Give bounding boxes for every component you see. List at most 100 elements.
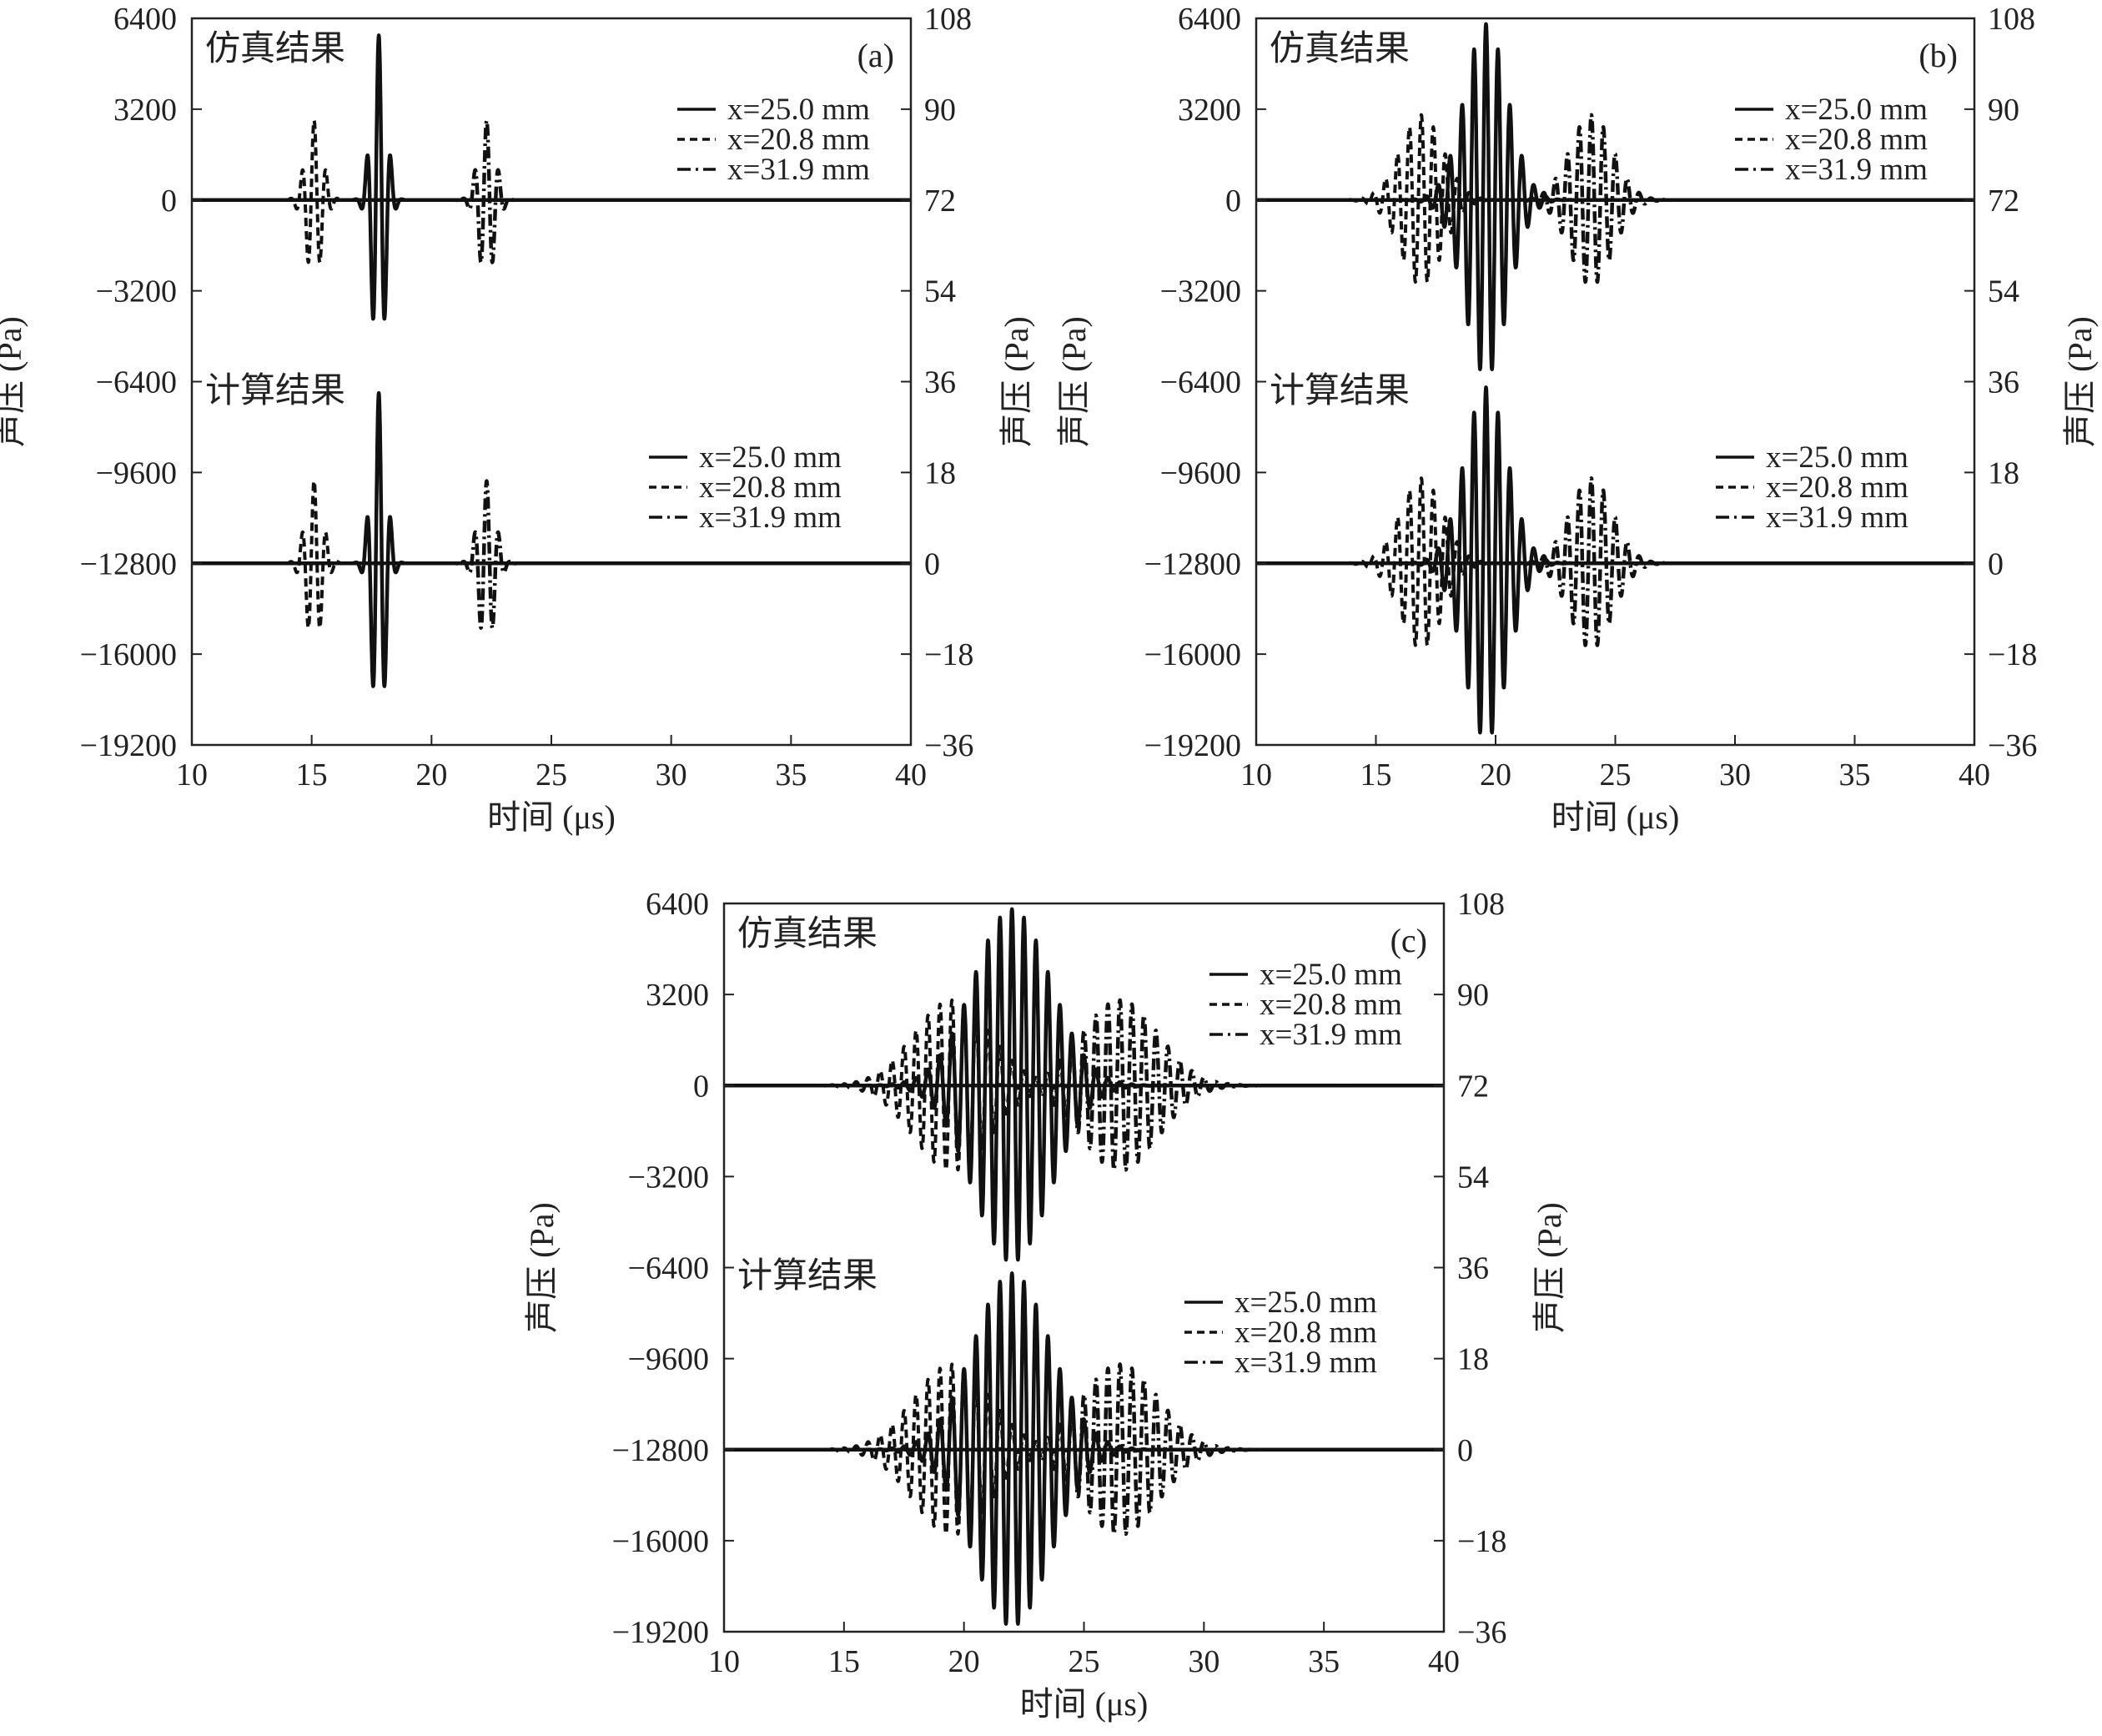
y-right-tick-label: 0 — [1988, 546, 2004, 581]
x-axis: 10 15 20 25 30 35 40 — [708, 1622, 1460, 1679]
y-right-tick-label: 54 — [1457, 1160, 1489, 1195]
x-axis-label: 时间 (μs) — [1020, 1685, 1149, 1723]
y-left-tick-label: 6400 — [1178, 2, 1241, 37]
x-tick-label: 40 — [1428, 1644, 1460, 1679]
y-right-tick-label: −18 — [1988, 637, 2037, 672]
x-axis-label: 时间 (μs) — [487, 798, 616, 836]
series-line-sim-solid — [1256, 22, 1974, 371]
group-label: 计算结果 — [737, 1257, 878, 1296]
chart-panel-c: 10 15 20 25 30 35 40 时间 (μs) 6400 3200 0 −3200 −6400… — [523, 887, 1568, 1723]
y-left-tick-label: −12800 — [1144, 546, 1241, 581]
x-axis: 10 15 20 25 30 35 40 — [176, 735, 927, 793]
x-tick-label: 20 — [948, 1644, 980, 1679]
y-right-tick-label: 72 — [1988, 184, 2019, 219]
y-axis-left-label: 声压 (Pa) — [523, 1202, 561, 1333]
traces — [192, 33, 911, 688]
traces — [1256, 22, 1974, 735]
y-left-tick-label: 0 — [693, 1069, 709, 1104]
legend-entry: x=25.0 mm — [1766, 440, 1908, 475]
chart-panel-b: 10 15 20 25 30 35 40 时间 (μs) 6400 3200 0 −3200 −6400… — [1055, 2, 2099, 836]
y-left-tick-label: −19200 — [1144, 728, 1241, 763]
y-axis-right: 108 90 72 54 36 18 0 −18 −36 — [901, 2, 973, 763]
x-tick-label: 10 — [176, 757, 208, 793]
y-right-tick-label: 108 — [1988, 2, 2035, 37]
y-right-tick-label: 72 — [1457, 1069, 1489, 1104]
group-label: 仿真结果 — [1270, 30, 1410, 68]
y-right-tick-label: 0 — [924, 546, 940, 581]
legend: x=25.0 mmx=20.8 mmx=31.9 mm — [1716, 440, 1908, 535]
group-label: 计算结果 — [205, 372, 345, 410]
group-label: 仿真结果 — [205, 30, 345, 68]
y-left-tick-label: −3200 — [1160, 274, 1241, 309]
y-left-tick-label: −12800 — [612, 1433, 709, 1468]
group-label: 计算结果 — [1270, 372, 1410, 410]
x-tick-label: 25 — [536, 757, 567, 793]
y-left-tick-label: −6400 — [628, 1251, 709, 1286]
panel-label: (a) — [857, 37, 894, 74]
y-left-tick-label: 6400 — [113, 2, 177, 37]
y-left-tick-label: −3200 — [96, 274, 177, 309]
y-right-tick-label: −36 — [1988, 728, 2037, 763]
legend: x=25.0 mmx=20.8 mmx=31.9 mm — [1184, 1286, 1377, 1380]
legend-entry: x=20.8 mm — [1260, 988, 1402, 1022]
legend-entry: x=25.0 mm — [699, 440, 842, 475]
x-tick-label: 30 — [1188, 1644, 1219, 1679]
y-right-tick-label: 54 — [1988, 274, 2019, 309]
y-right-tick-label: −36 — [1457, 1615, 1506, 1650]
y-right-tick-label: 108 — [1457, 887, 1505, 922]
y-left-tick-label: −16000 — [612, 1524, 709, 1559]
x-tick-label: 15 — [296, 757, 328, 793]
y-right-tick-label: 90 — [1988, 93, 2019, 128]
y-left-tick-label: −12800 — [80, 546, 177, 581]
x-tick-label: 35 — [775, 757, 807, 793]
legend-entry: x=25.0 mm — [727, 93, 870, 127]
group-label: 仿真结果 — [737, 915, 878, 954]
y-left-tick-label: −19200 — [80, 728, 177, 763]
y-axis-left: 6400 3200 0 −3200 −6400 −9600 −12800 −16000 −192… — [1144, 2, 1266, 763]
y-axis-right-label: 声压 (Pa) — [2061, 316, 2099, 447]
y-right-tick-label: 36 — [1988, 365, 2019, 400]
x-tick-label: 20 — [1480, 757, 1511, 793]
x-tick-label: 15 — [1360, 757, 1392, 793]
y-right-tick-label: 54 — [924, 274, 956, 309]
series-line-calc-solid — [1256, 385, 1974, 735]
y-left-tick-label: 3200 — [1178, 93, 1241, 128]
y-right-tick-label: −18 — [1457, 1524, 1506, 1559]
x-tick-label: 30 — [656, 757, 687, 793]
legend-entry: x=20.8 mm — [1785, 123, 1928, 157]
legend: x=25.0 mmx=20.8 mmx=31.9 mm — [1209, 958, 1402, 1052]
legend: x=25.0 mmx=20.8 mmx=31.9 mm — [1735, 93, 1928, 187]
legend-entry: x=31.9 mm — [699, 501, 842, 535]
y-right-tick-label: 108 — [924, 2, 972, 37]
y-axis-right: 108 90 72 54 36 18 0 −18 −36 — [1964, 2, 2037, 763]
panel-label: (c) — [1390, 922, 1427, 959]
legend: x=25.0 mmx=20.8 mmx=31.9 mm — [649, 440, 842, 535]
y-axis-left: 6400 3200 0 −3200 −6400 −9600 −12800 −16000 −192… — [612, 887, 734, 1650]
y-left-tick-label: −6400 — [96, 365, 177, 400]
x-tick-label: 35 — [1308, 1644, 1340, 1679]
legend-entry: x=31.9 mm — [1766, 501, 1908, 535]
y-axis-left: 6400 3200 0 −3200 −6400 −9600 −12800 −16000 −192… — [80, 2, 202, 763]
legend: x=25.0 mmx=20.8 mmx=31.9 mm — [677, 93, 870, 187]
x-tick-label: 10 — [708, 1644, 740, 1679]
y-axis-right: 108 90 72 54 36 18 0 −18 −36 — [1434, 887, 1506, 1650]
x-tick-label: 35 — [1839, 757, 1871, 793]
y-right-tick-label: 18 — [1988, 455, 2019, 491]
legend-entry: x=31.9 mm — [1785, 153, 1928, 187]
y-left-tick-label: 6400 — [646, 887, 709, 922]
legend-entry: x=25.0 mm — [1235, 1286, 1377, 1320]
legend-entry: x=31.9 mm — [1260, 1018, 1402, 1052]
y-left-tick-label: 3200 — [646, 978, 709, 1013]
x-axis: 10 15 20 25 30 35 40 — [1240, 735, 1990, 793]
y-left-tick-label: −19200 — [612, 1615, 709, 1650]
series-line-calc-solid — [192, 390, 911, 688]
y-left-tick-label: −3200 — [628, 1160, 709, 1195]
y-left-tick-label: −9600 — [96, 455, 177, 491]
x-tick-label: 25 — [1600, 757, 1632, 793]
legend-entry: x=20.8 mm — [699, 470, 842, 505]
y-right-tick-label: 0 — [1457, 1433, 1473, 1468]
y-left-tick-label: −16000 — [80, 637, 177, 672]
y-right-tick-label: −36 — [924, 728, 973, 763]
y-left-tick-label: −6400 — [1160, 365, 1241, 400]
